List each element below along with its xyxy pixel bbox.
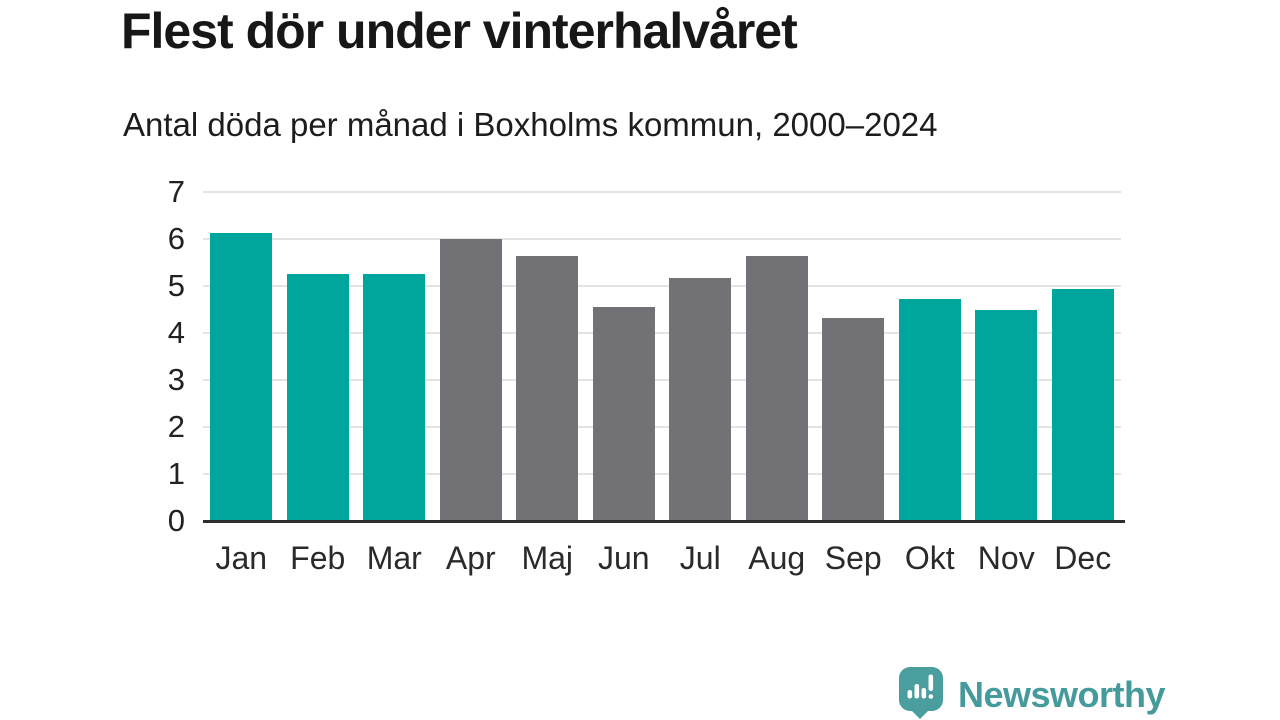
x-tick-label-jun: Jun (597, 540, 650, 576)
chart-title: Flest dör under vinterhalvåret (121, 3, 798, 59)
gridline-y-6 (203, 238, 1121, 240)
bar-feb (286, 274, 349, 521)
gridline-y-7 (203, 191, 1121, 193)
x-tick-label-jan: Jan (215, 540, 268, 576)
bar-jan (210, 232, 273, 521)
y-tick-label-1: 1 (167, 456, 185, 491)
x-tick-label-okt: Okt (904, 540, 955, 576)
bar-apr (439, 239, 502, 521)
bar-maj (516, 255, 579, 521)
x-tick-label-aug: Aug (748, 540, 806, 576)
x-tick-label-jul: Jul (679, 540, 721, 576)
gridline-y-4 (203, 332, 1121, 334)
x-tick-label-nov: Nov (977, 540, 1035, 576)
x-tick-label-sep: Sep (824, 540, 882, 576)
bar-dec (1051, 289, 1114, 521)
bar-jun (592, 306, 655, 521)
x-tick-label-mar: Mar (366, 540, 422, 576)
gridline-y-5 (203, 285, 1121, 287)
bar-mar (363, 274, 426, 521)
bar-jul (669, 278, 732, 521)
gridline-y-1 (203, 473, 1121, 475)
bar-aug (745, 255, 808, 521)
bar-okt (898, 299, 961, 521)
bar-sep (822, 318, 885, 521)
chart-subtitle: Antal döda per månad i Boxholms kommun, … (123, 106, 938, 143)
y-tick-label-2: 2 (167, 409, 185, 444)
gridline-y-3 (203, 379, 1121, 381)
y-tick-label-6: 6 (167, 221, 185, 256)
bar-nov (975, 309, 1038, 521)
newsworthy-speech-bubble-chart-icon (897, 665, 945, 720)
y-tick-label-0: 0 (167, 503, 185, 538)
x-tick-label-feb: Feb (290, 540, 346, 576)
gridline-y-2 (203, 426, 1121, 428)
y-tick-label-7: 7 (167, 174, 185, 209)
y-tick-label-3: 3 (167, 362, 185, 397)
y-tick-label-4: 4 (167, 315, 185, 350)
x-axis-line (203, 520, 1125, 523)
newsworthy-wordmark: Newsworthy (958, 673, 1166, 715)
newsworthy-logo: Newsworthy (897, 665, 1166, 720)
y-tick-label-5: 5 (167, 268, 185, 303)
x-tick-label-maj: Maj (521, 540, 574, 576)
x-tick-label-dec: Dec (1054, 540, 1112, 576)
x-tick-label-apr: Apr (445, 540, 496, 576)
